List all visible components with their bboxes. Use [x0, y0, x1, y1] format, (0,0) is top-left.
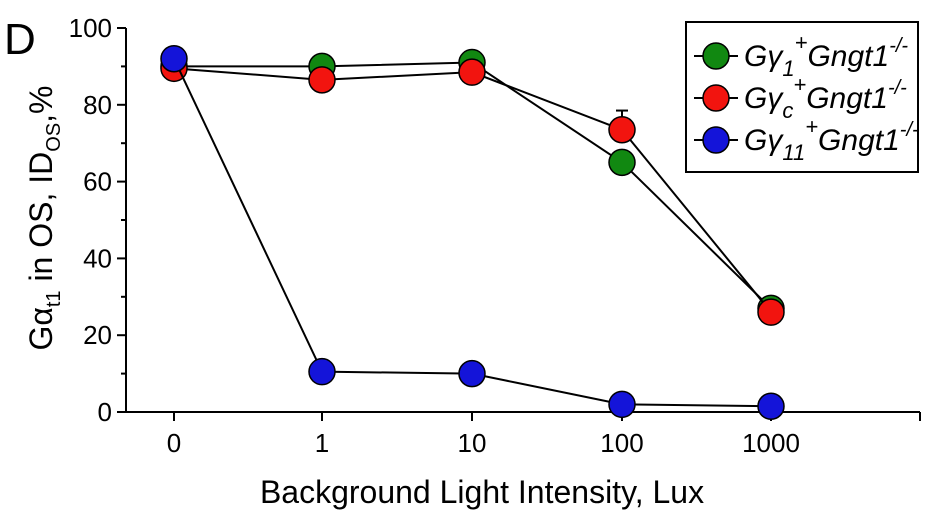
y-tick-label: 20 [83, 320, 112, 350]
x-tick-label: 1 [315, 428, 329, 458]
x-axis: 0 1 10 100 1000 [126, 411, 921, 458]
series-line [173, 67, 772, 313]
legend-label: Gγ11+Gngt1-/- [744, 114, 919, 165]
y-axis-title: Gαt1 in OS, IDOS,% [23, 85, 65, 350]
data-point [160, 44, 188, 73]
data-point [308, 357, 336, 386]
y-axis: 0 20 40 60 80 100 [69, 13, 127, 427]
y-tick-label: 40 [83, 243, 112, 273]
legend-label: Gγ1+Gngt1-/- [744, 30, 908, 81]
y-title-alpha: α [23, 307, 59, 326]
legend-marker [702, 126, 730, 154]
x-tick-label: 100 [600, 428, 643, 458]
plot-area [160, 44, 785, 420]
y-title-os-sub: OS [43, 123, 65, 152]
x-tick-label: 1000 [742, 428, 800, 458]
data-point [458, 359, 486, 388]
y-tick-label: 0 [98, 397, 112, 427]
legend-label: Gγc+Gngt1-/- [744, 72, 907, 123]
data-point [308, 66, 336, 94]
data-point [757, 392, 785, 420]
x-tick-label: 10 [458, 428, 487, 458]
y-tick-label: 60 [83, 167, 112, 197]
y-tick-label: 100 [69, 13, 112, 43]
data-point [458, 58, 486, 86]
data-point [608, 390, 636, 419]
y-title-alpha-sub: t1 [43, 290, 65, 307]
legend: Gγ1+Gngt1-/-Gγc+Gngt1-/-Gγ11+Gngt1-/- [685, 21, 919, 173]
y-title-suffix: ,% [23, 85, 59, 122]
data-point [608, 116, 636, 144]
panel-label: D [4, 15, 36, 64]
data-point [757, 298, 785, 326]
series-3 [160, 44, 785, 420]
y-tick-label: 80 [83, 90, 112, 120]
series-line [174, 61, 772, 310]
y-title-middle: in OS, ID [23, 152, 59, 291]
series-line [173, 58, 772, 408]
x-tick-label: 0 [167, 428, 181, 458]
data-point [608, 148, 636, 177]
legend-marker [702, 42, 730, 70]
y-title-prefix: G [23, 326, 59, 351]
x-axis-title: Background Light Intensity, Lux [260, 474, 704, 510]
legend-marker [702, 84, 730, 112]
